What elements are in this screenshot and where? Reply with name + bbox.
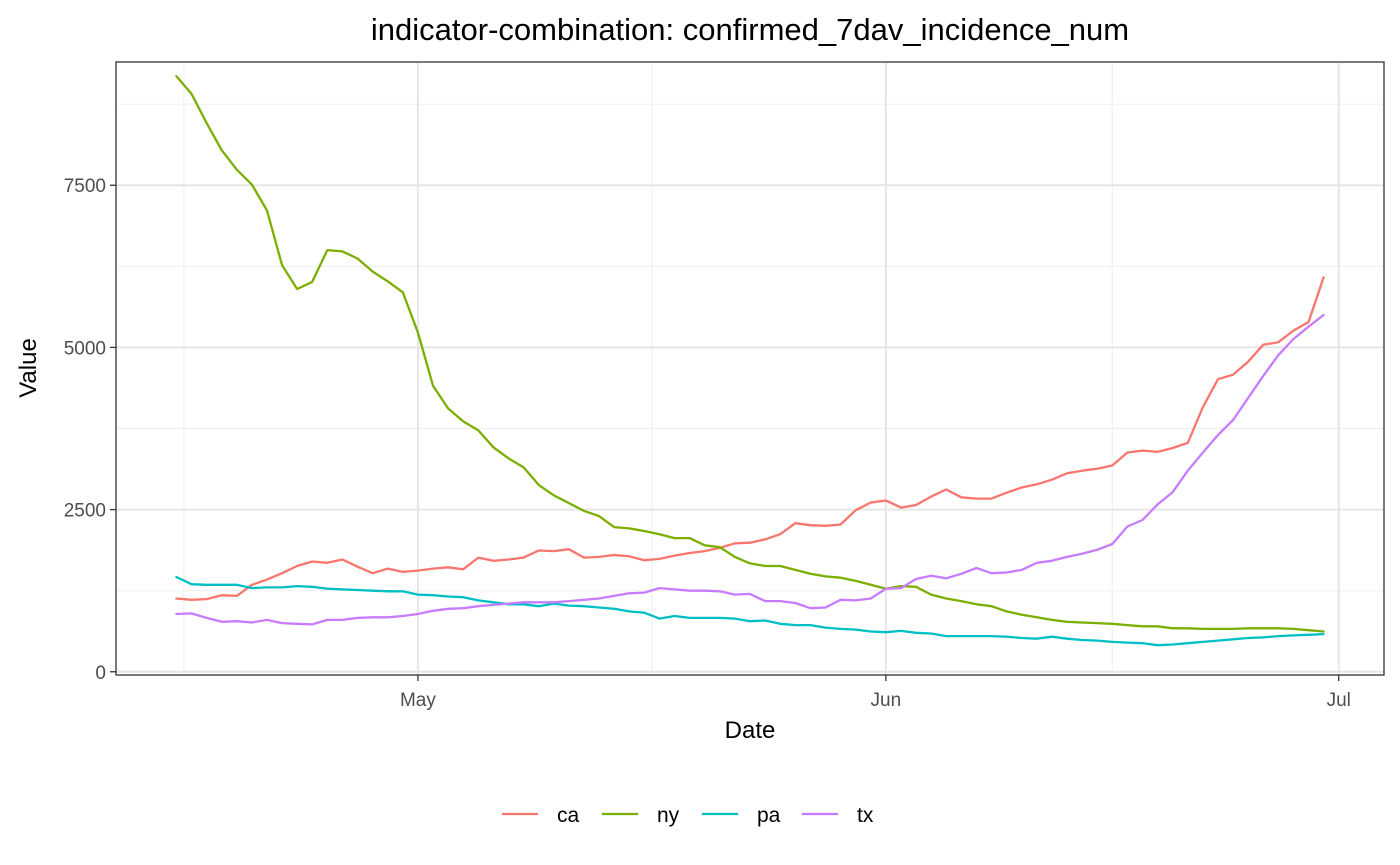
y-tick-label: 2500 xyxy=(64,501,106,522)
series-lines xyxy=(175,75,1325,647)
legend-label-ny: ny xyxy=(657,804,680,827)
legend-item-ny: ny xyxy=(602,804,680,827)
y-tick-label: 5000 xyxy=(64,338,106,359)
plot-border xyxy=(115,61,1385,676)
plot-panel xyxy=(115,61,1385,676)
series-line-pa xyxy=(175,575,1325,647)
legend-item-tx: tx xyxy=(802,804,874,827)
x-tick-label: Jun xyxy=(871,690,902,711)
series-line-ca xyxy=(175,276,1325,601)
x-axis-title: Date xyxy=(725,717,776,744)
minor-gridlines xyxy=(116,62,1384,675)
x-tick-label: Jul xyxy=(1327,690,1351,711)
y-tick-label: 0 xyxy=(95,663,106,684)
y-tick-label: 7500 xyxy=(64,176,106,197)
x-tick-label: May xyxy=(400,690,436,711)
legend: ca ny pa tx xyxy=(502,804,874,827)
series-line-ny xyxy=(175,75,1325,633)
legend-label-ca: ca xyxy=(557,804,580,827)
x-axis: May Jun Jul xyxy=(400,675,1351,711)
legend-item-pa: pa xyxy=(702,804,781,827)
legend-label-tx: tx xyxy=(857,804,874,827)
legend-item-ca: ca xyxy=(502,804,580,827)
chart-title: indicator-combination: confirmed_7dav_in… xyxy=(371,12,1129,47)
series-line-tx xyxy=(175,313,1325,626)
major-gridlines xyxy=(116,62,1384,675)
legend-label-pa: pa xyxy=(757,804,781,827)
y-axis-title: Value xyxy=(15,338,42,398)
plot-background xyxy=(116,62,1384,675)
y-axis: 0 2500 5000 7500 xyxy=(64,176,116,684)
